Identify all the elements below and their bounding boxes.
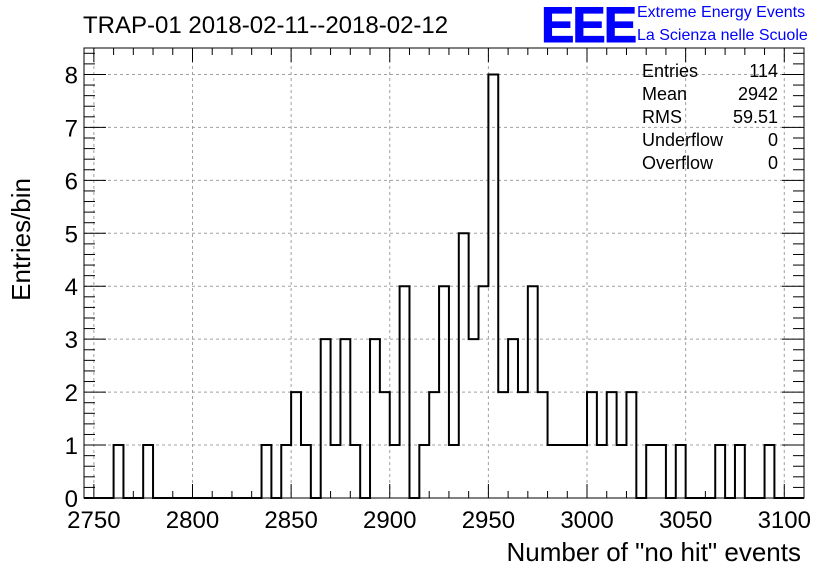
x-tick-label: 3100 [758, 507, 811, 534]
y-tick-label: 6 [65, 168, 78, 195]
x-tick-label: 2750 [67, 507, 120, 534]
y-tick-label: 1 [65, 433, 78, 460]
y-tick-label: 3 [65, 327, 78, 354]
stats-value: 114 [749, 61, 778, 81]
stats-value: 0 [768, 130, 778, 150]
y-axis-label: Entries/bin [6, 178, 36, 301]
logo-mark: EEE [541, 0, 636, 53]
y-tick-label: 5 [65, 221, 78, 248]
y-tick-label: 0 [65, 486, 78, 513]
x-tick-label: 2950 [462, 507, 515, 534]
x-tick-label: 2900 [363, 507, 416, 534]
y-tick-label: 4 [65, 274, 78, 301]
x-tick-label: 2800 [166, 507, 219, 534]
x-tick-labels: 2750 2800 2850 2900 2950 3000 3050 3100 [67, 507, 811, 534]
stats-label: Underflow [642, 130, 724, 150]
plot-frame [83, 47, 805, 499]
stats-label: Entries [642, 61, 698, 81]
x-tick-label: 2850 [264, 507, 317, 534]
y-tick-labels: 0 1 2 3 4 5 6 7 8 [65, 62, 78, 513]
logo-line-1: Extreme Energy Events [637, 4, 805, 21]
histogram-line [84, 73, 804, 499]
axis-ticks [84, 48, 805, 499]
y-tick-label: 7 [65, 115, 78, 142]
stats-box: Entries Mean RMS Underflow Overflow 114 2942 5… [642, 61, 778, 173]
y-tick-label: 8 [65, 62, 78, 89]
stats-value: 0 [768, 153, 778, 173]
y-tick-label: 2 [65, 380, 78, 407]
chart-title: TRAP-01 2018-02-11--2018-02-12 [83, 12, 448, 39]
x-tick-label: 3000 [560, 507, 613, 534]
stats-value: 2942 [738, 84, 778, 104]
logo-line-2: La Scienza nelle Scuole [637, 27, 808, 44]
grid [84, 48, 804, 499]
x-tick-label: 3050 [659, 507, 712, 534]
stats-label: RMS [642, 107, 682, 127]
x-axis-label: Number of "no hit" events [507, 537, 802, 567]
logo: EEE Extreme Energy Events La Scienza nel… [541, 0, 808, 54]
stats-label: Overflow [642, 153, 714, 173]
stats-value: 59.51 [733, 107, 778, 127]
stats-label: Mean [642, 84, 687, 104]
